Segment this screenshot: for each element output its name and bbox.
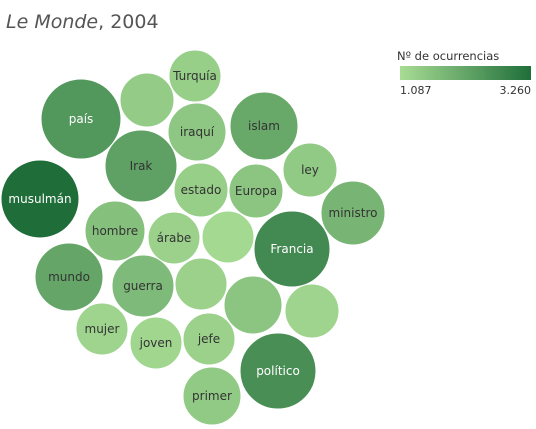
legend-min-label: 1.087	[400, 84, 432, 97]
bubble-label: mundo	[48, 270, 90, 284]
bubble-label: político	[256, 364, 300, 378]
bubble-label: ley	[301, 163, 319, 177]
bubble-label: musulmán	[8, 192, 71, 206]
bubble-circle	[104, 129, 178, 203]
bubble-circle	[282, 142, 338, 198]
bubble: hombre	[84, 200, 146, 262]
bubble-label: mujer	[85, 322, 120, 336]
bubble: jefe	[182, 312, 236, 366]
bubble: ministro	[320, 180, 386, 246]
bubble	[119, 72, 175, 128]
bubble-circle	[75, 302, 129, 356]
bubble: estado	[173, 162, 229, 218]
bubble: Europa	[228, 163, 284, 219]
bubble: iraquí	[167, 102, 227, 162]
bubble	[223, 275, 283, 335]
bubble-circle	[174, 257, 228, 311]
bubble-circle	[229, 91, 299, 161]
bubble-circle	[119, 72, 175, 128]
bubble: Francia	[253, 210, 331, 288]
bubble-circle	[168, 49, 222, 103]
bubble-circle	[253, 210, 331, 288]
chart-title-rest: , 2004	[98, 11, 158, 33]
bubble-circle	[0, 159, 80, 239]
bubble-label: joven	[139, 336, 173, 350]
bubble	[284, 283, 340, 339]
chart-title-italic: Le Monde	[6, 11, 98, 33]
bubble-label: guerra	[123, 279, 163, 293]
bubble	[174, 257, 228, 311]
bubble-label: Irak	[130, 159, 153, 173]
bubble-label: estado	[181, 183, 222, 197]
bubble: Irak	[104, 129, 178, 203]
bubble: político	[239, 332, 317, 410]
bubble: Turquía	[168, 49, 222, 103]
bubble-label: ministro	[329, 206, 378, 220]
bubble: país	[40, 78, 122, 160]
bubble-label: islam	[248, 119, 280, 133]
bubble-circle	[167, 102, 227, 162]
bubble-circle	[40, 78, 122, 160]
bubble-circle	[182, 366, 242, 426]
legend-max-label: 3.260	[500, 84, 532, 97]
bubble-circle	[129, 316, 183, 370]
bubble-label: primer	[192, 389, 232, 403]
bubble-label: iraquí	[180, 125, 215, 139]
legend-color-ramp	[400, 66, 531, 80]
bubble-circle	[84, 200, 146, 262]
bubble-label: Europa	[235, 184, 277, 198]
bubble: mundo	[34, 242, 104, 312]
chart-title: Le Monde, 2004	[6, 11, 159, 33]
bubble-circle	[182, 312, 236, 366]
bubble-label: árabe	[157, 231, 192, 245]
bubble-circle	[284, 283, 340, 339]
bubble: musulmán	[0, 159, 80, 239]
bubble-label: país	[69, 112, 94, 126]
bubble: islam	[229, 91, 299, 161]
bubble: mujer	[75, 302, 129, 356]
bubble: guerra	[111, 254, 175, 318]
bubbles-group: musulmán Francia político país Irak mundo isla…	[0, 49, 386, 426]
bubble-label: Francia	[270, 242, 313, 256]
color-legend: Nº de ocurrencias 1.087 3.260	[397, 49, 531, 97]
bubble-circle	[223, 275, 283, 335]
bubble-circle	[228, 163, 284, 219]
bubble-circle	[34, 242, 104, 312]
bubble: primer	[182, 366, 242, 426]
bubble-circle	[147, 211, 201, 265]
bubble	[201, 210, 255, 264]
bubble-circle	[239, 332, 317, 410]
bubble-label: hombre	[92, 224, 138, 238]
bubble-circle	[111, 254, 175, 318]
legend-title: Nº de ocurrencias	[397, 49, 499, 63]
bubble-circle	[173, 162, 229, 218]
bubble-label: jefe	[197, 332, 220, 346]
bubble: joven	[129, 316, 183, 370]
bubble: ley	[282, 142, 338, 198]
bubble: árabe	[147, 211, 201, 265]
bubble-label: Turquía	[172, 69, 217, 83]
bubble-circle	[320, 180, 386, 246]
bubble-circle	[201, 210, 255, 264]
